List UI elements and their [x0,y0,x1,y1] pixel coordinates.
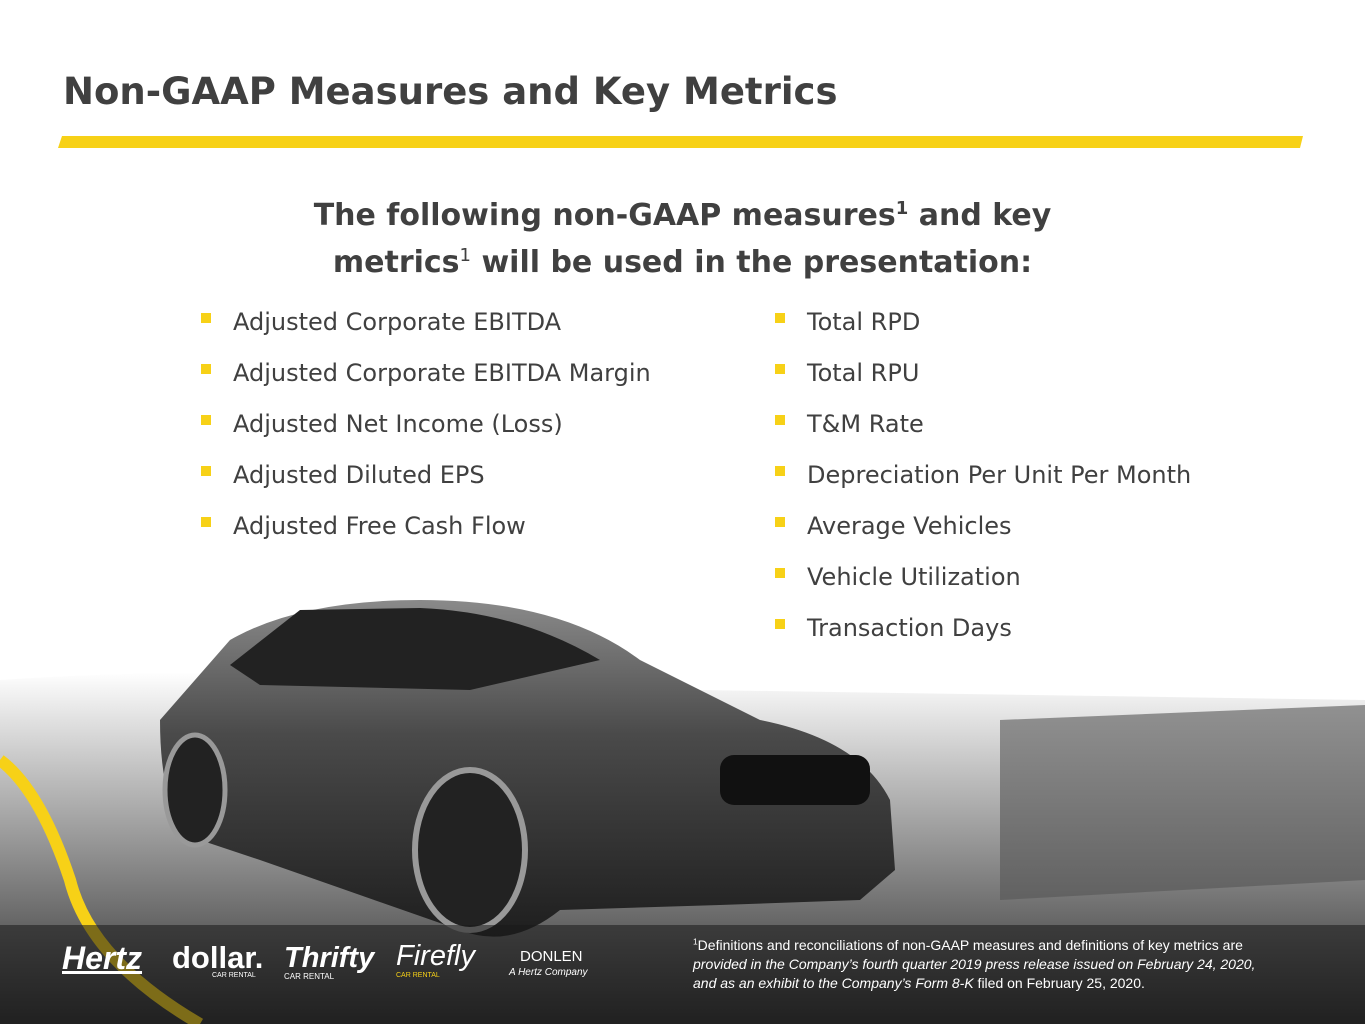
wheel [162,732,228,848]
wheel [412,767,528,933]
footer-shade [0,925,1365,1024]
footnote-line: and as an exhibit to the Company’s Form … [693,974,1255,993]
subtitle-line: The following non-GAAP measures1 and key [0,192,1365,239]
bullet-item: Adjusted Free Cash Flow [201,511,651,562]
logo-donlen: DONLEN [520,948,583,965]
barrier [1000,705,1365,900]
logo-firefly: Firefly [396,940,475,972]
superscript: 1 [693,936,698,947]
bullet-item: Vehicle Utilization [775,562,1191,613]
logo-sub: CAR RENTAL [212,972,256,979]
text: and key [908,198,1052,233]
bullet-item: T&M Rate [775,409,1191,460]
bullet-item: Adjusted Diluted EPS [201,460,651,511]
title-rule [58,136,1303,148]
text: will be used in the presentation: [471,245,1033,280]
logo-thrifty: Thrifty [284,942,375,974]
bullet-item: Total RPD [775,307,1191,358]
bullet-item: Adjusted Net Income (Loss) [201,409,651,460]
bullet-item: Adjusted Corporate EBITDA [201,307,651,358]
bullet-item: Average Vehicles [775,511,1191,562]
left-list: Adjusted Corporate EBITDA Adjusted Corpor… [201,307,651,562]
footnote: 1Definitions and reconciliations of non-… [693,936,1255,993]
bullet-item: Transaction Days [775,613,1191,664]
right-list: Total RPD Total RPU T&M Rate Depreciation P… [775,307,1191,664]
bullet-item: Adjusted Corporate EBITDA Margin [201,358,651,409]
subtitle: The following non-GAAP measures1 and key… [0,192,1365,286]
title: Non-GAAP Measures and Key Metrics [63,70,838,113]
text: Definitions and reconciliations of non-G… [697,937,1243,953]
grille [720,755,870,805]
logo-dollar: dollar. [172,940,264,975]
logo-hertz: Hertz [62,940,143,976]
text: filed on February 25, 2020. [973,975,1145,991]
subtitle-line: metrics1 will be used in the presentatio… [0,239,1365,286]
footnote-line: 1Definitions and reconciliations of non-… [693,936,1255,955]
footnote-line: provided in the Company’s fourth quarter… [693,956,1256,972]
bullet-item: Total RPU [775,358,1191,409]
logo-sub: CAR RENTAL [396,972,440,979]
car-window [230,608,600,690]
text: metrics [332,245,460,280]
text: The following non-GAAP measures [313,198,896,233]
logo-sub: A Hertz Company [509,967,588,978]
text: and as an exhibit to the Company’s Form … [693,975,974,991]
superscript: 1 [459,245,471,266]
superscript: 1 [895,198,909,219]
bullet-item: Depreciation Per Unit Per Month [775,460,1191,511]
logo-sub: CAR RENTAL [284,972,335,981]
